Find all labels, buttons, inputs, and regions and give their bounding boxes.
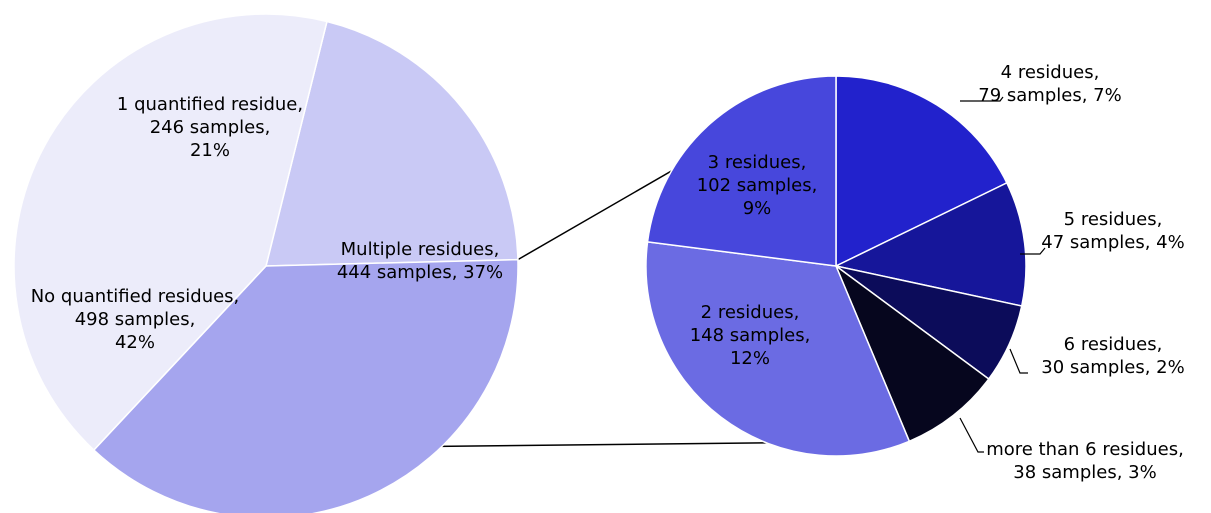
sub-pie-slice-3 — [834, 263, 990, 443]
sub-pie-slice-1 — [833, 181, 1027, 307]
main-pie-slice-0 — [265, 20, 519, 267]
sub-pie-label-4: 2 residues, 148 samples, 12% — [690, 302, 811, 369]
sub-pie-slice-5 — [646, 75, 837, 267]
sub-pie-label-2: 6 residues, 30 samples, 2% — [1041, 334, 1184, 378]
sub-pie-label-2-leader-line — [1009, 348, 1028, 374]
sub-pie-label-3-leader-line — [959, 417, 984, 453]
sub-pie-label-3: more than 6 residues, 38 samples, 3% — [986, 439, 1184, 483]
sub-pie-label-1-leader-line — [1020, 247, 1046, 255]
slice-labels: 1 quantified residue, 246 samples, 21% Mult… — [31, 62, 1185, 483]
sub-pie-label-0: 4 residues, 79 samples, 7% — [978, 62, 1121, 106]
sub-pie-slice-4 — [645, 241, 911, 457]
main-pie-label-0: 1 quantified residue, 246 samples, 21% — [117, 94, 303, 161]
main-pie-label-2: No quantified residues, 498 samples, 42% — [31, 286, 240, 353]
sub-pie-label-1: 5 residues, 47 samples, 4% — [1041, 209, 1184, 253]
sub-pie-slice-0 — [835, 75, 1008, 268]
main-pie-label-1: Multiple residues, 444 samples, 37% — [337, 239, 503, 283]
sub-pie — [645, 75, 1027, 457]
sub-pie-label-5: 3 residues, 102 samples, 9% — [697, 152, 818, 219]
main-pie-slice-2 — [13, 13, 328, 452]
sub-pie-label-0-leader-line — [960, 96, 1004, 102]
main-pie — [13, 13, 519, 513]
main-pie-slice-1 — [92, 258, 519, 513]
